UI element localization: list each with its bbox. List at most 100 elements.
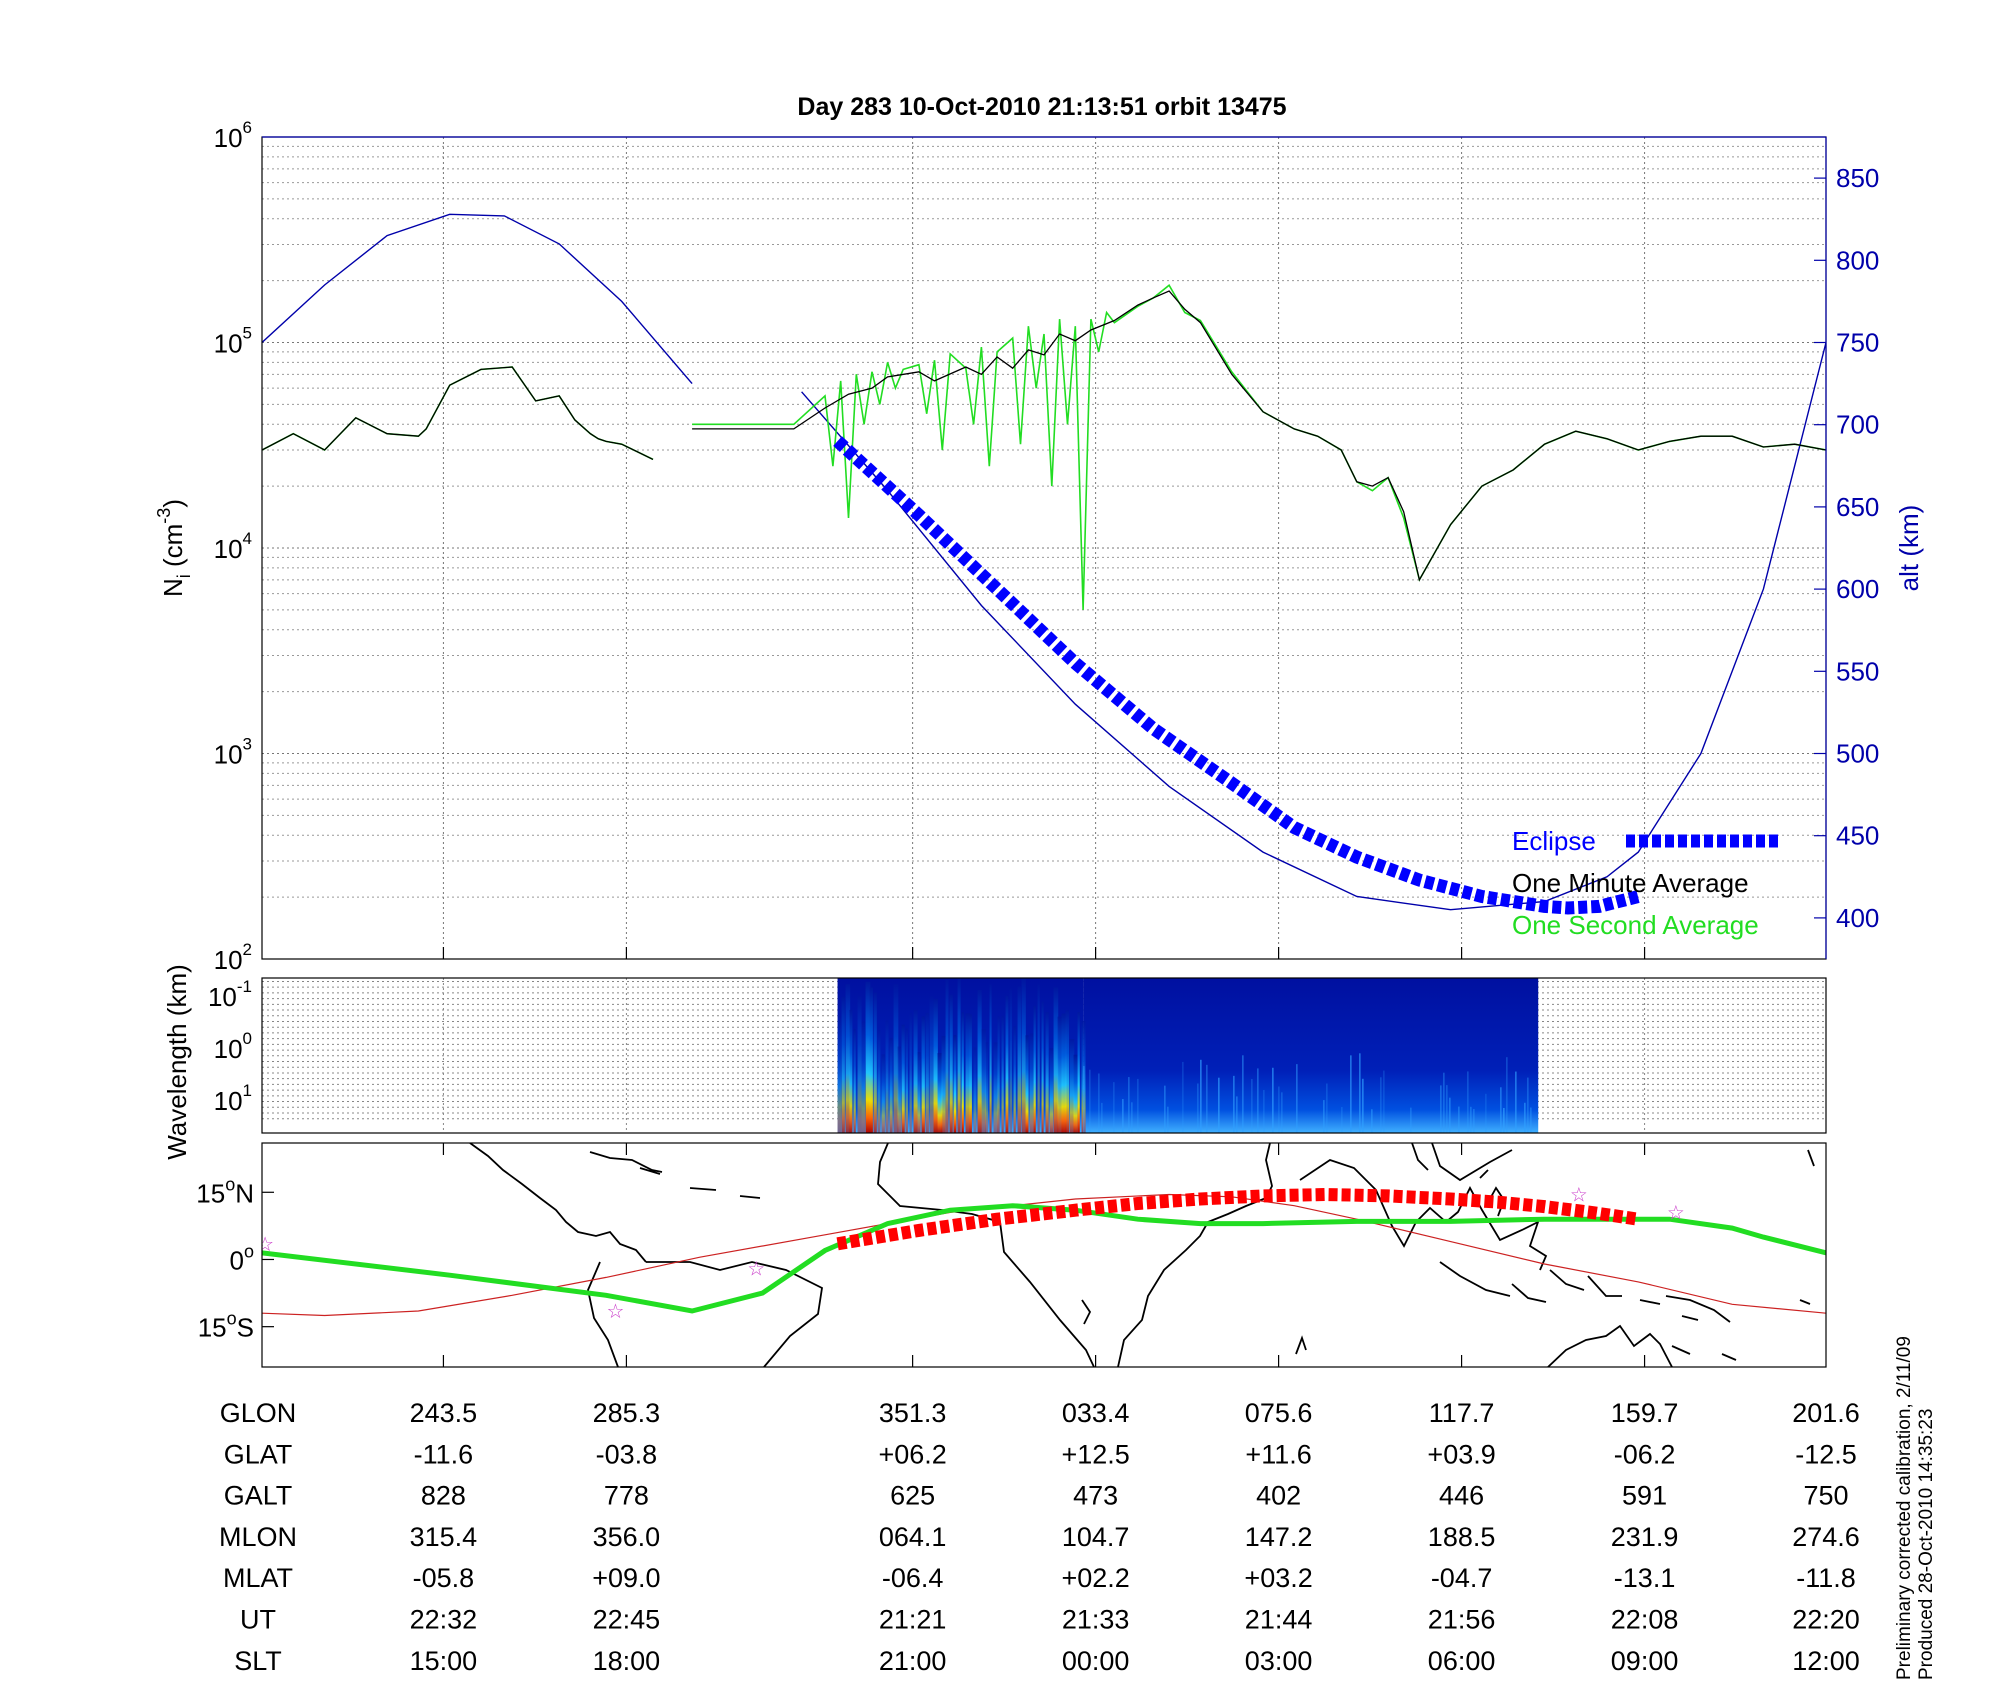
legend-one-second-label: One Second Average bbox=[1512, 910, 1759, 940]
table-cell: 285.3 bbox=[593, 1398, 661, 1428]
spectrogram-streak bbox=[881, 1054, 885, 1133]
table-cell: 402 bbox=[1256, 1481, 1301, 1511]
degree-sign: o bbox=[227, 1309, 237, 1329]
table-cell: +11.6 bbox=[1245, 1439, 1311, 1469]
table-cell: 12:00 bbox=[1792, 1646, 1860, 1676]
spectrogram-streak bbox=[1057, 1016, 1063, 1133]
table-cell: 159.7 bbox=[1611, 1398, 1679, 1428]
eclipse-line bbox=[833, 436, 1640, 915]
spectrogram-streak bbox=[1049, 1048, 1054, 1133]
spectrogram-quiet-streak bbox=[1446, 1085, 1448, 1133]
tick-exponent: 0 bbox=[243, 1029, 252, 1048]
spectrogram-streak bbox=[977, 989, 982, 1133]
table-cell: 356.0 bbox=[593, 1522, 661, 1552]
table-cell: 473 bbox=[1073, 1481, 1118, 1511]
spectrogram-quiet-streak bbox=[1449, 1097, 1451, 1133]
spectrogram-quiet-streak bbox=[1383, 1070, 1385, 1133]
density-ylabel-close: ) bbox=[158, 499, 188, 508]
spectrogram-quiet-streak bbox=[1131, 1102, 1133, 1133]
spectrogram-quiet-streak bbox=[1218, 1077, 1220, 1133]
altitude-line bbox=[262, 213, 1826, 911]
spectrogram-streak bbox=[1001, 1015, 1004, 1133]
table-cell: 351.3 bbox=[879, 1398, 947, 1428]
table-row-label: MLON bbox=[219, 1522, 297, 1552]
tick-exponent: 2 bbox=[243, 940, 252, 959]
spectrogram-streak bbox=[1029, 1033, 1034, 1133]
spectrogram-y-tick-label: 10-1 bbox=[208, 977, 252, 1012]
table-cell: 00:00 bbox=[1062, 1646, 1130, 1676]
spectrogram-quiet-streak bbox=[1380, 1077, 1382, 1133]
tick-base: 10 bbox=[208, 982, 237, 1012]
spectrogram-quiet-streak bbox=[1350, 1055, 1352, 1133]
table-cell: 104.7 bbox=[1062, 1522, 1130, 1552]
spectrogram-streak bbox=[897, 1046, 901, 1133]
spectrogram-quiet-streak bbox=[1296, 1064, 1298, 1133]
table-cell: 243.5 bbox=[410, 1398, 478, 1428]
spectrogram-streak bbox=[1005, 995, 1009, 1133]
spectrogram-streak bbox=[961, 1012, 964, 1133]
spectrogram-streak bbox=[1013, 1026, 1016, 1133]
density-y-tick-label: 105 bbox=[214, 324, 252, 359]
table-cell: +09.0 bbox=[592, 1563, 660, 1593]
table-cell: 778 bbox=[604, 1481, 649, 1511]
spectrogram-streak bbox=[985, 1042, 989, 1133]
map-frame bbox=[261, 1142, 1827, 1368]
tick-exponent: 5 bbox=[243, 324, 252, 343]
tick-base: 10 bbox=[214, 1086, 243, 1116]
spectrogram-streak bbox=[877, 1030, 881, 1133]
altitude-tick-label: 800 bbox=[1836, 245, 1879, 275]
table-cell: 274.6 bbox=[1792, 1522, 1860, 1552]
spectrogram-quiet-streak bbox=[1458, 1106, 1460, 1133]
spectrogram-quiet-streak bbox=[1167, 1106, 1169, 1133]
spectrogram-frame bbox=[261, 977, 1827, 1134]
altitude-tick-label: 550 bbox=[1836, 656, 1879, 686]
spectrogram-quiet-streak bbox=[1263, 1089, 1265, 1133]
table-cell: 09:00 bbox=[1611, 1646, 1679, 1676]
spectrogram-quiet-streak bbox=[1236, 1096, 1238, 1133]
table-cell: 446 bbox=[1439, 1481, 1484, 1511]
spectrogram-streak bbox=[873, 992, 877, 1133]
spectrogram-quiet-streak bbox=[1506, 1057, 1508, 1133]
spectrogram-quiet-streak bbox=[1137, 1078, 1139, 1133]
map-tracks: ☆ ☆ ☆ ☆ ☆ bbox=[262, 1183, 1826, 1323]
hemisphere: N bbox=[235, 1178, 254, 1208]
spectrogram-quiet-streak bbox=[1467, 1071, 1469, 1133]
coastline-new-guinea bbox=[1665, 1295, 1731, 1323]
spectrogram-quiet-streak bbox=[1500, 1087, 1502, 1133]
spectrogram-quiet-streak bbox=[1098, 1073, 1100, 1133]
spectrogram-quiet-streak bbox=[1362, 1078, 1364, 1133]
spectrogram-streak bbox=[1041, 1001, 1044, 1133]
spectrogram-quiet-streak bbox=[1485, 1093, 1487, 1133]
spectrogram-streak bbox=[1077, 1012, 1080, 1133]
spectrogram-y-tick-label: 101 bbox=[214, 1081, 252, 1116]
spectrogram-streak bbox=[1017, 986, 1021, 1133]
spectrogram-quiet-streak bbox=[1182, 1061, 1184, 1133]
table-row-label: GLAT bbox=[224, 1439, 293, 1469]
map-y-tick-label: 0o bbox=[230, 1241, 254, 1275]
table-row-label: GLON bbox=[220, 1398, 297, 1428]
spectrogram-streak bbox=[929, 996, 934, 1133]
footer-produced: Produced 28-Oct-2010 14:35:23 bbox=[1916, 1409, 1937, 1680]
spectrogram-quiet-streak bbox=[1206, 1064, 1208, 1133]
table-row-label: MLAT bbox=[223, 1563, 293, 1593]
tick-base: 10 bbox=[214, 123, 243, 153]
spectrogram-quiet-streak bbox=[1164, 1085, 1166, 1133]
table-cell: 201.6 bbox=[1792, 1398, 1860, 1428]
altitude-tick-label: 500 bbox=[1836, 739, 1879, 769]
coastline-asia bbox=[1299, 1143, 1548, 1271]
table-cell: 117.7 bbox=[1429, 1398, 1495, 1428]
coastline-madagascar bbox=[1295, 1335, 1307, 1355]
table-cell: 591 bbox=[1622, 1481, 1667, 1511]
spectrogram-quiet-streak bbox=[1515, 1071, 1517, 1133]
spectrogram-quiet-streak bbox=[1197, 1083, 1199, 1133]
density-ylabel-sub: i bbox=[174, 574, 194, 578]
legend-eclipse-label: Eclipse bbox=[1512, 826, 1596, 856]
spectrogram-streak bbox=[921, 1016, 925, 1133]
spectrogram-streak bbox=[889, 1037, 893, 1133]
map-y-tick-label: 15oN bbox=[196, 1174, 254, 1208]
spectrogram-streak bbox=[905, 1028, 908, 1133]
spectrogram-quiet-streak bbox=[1440, 1085, 1442, 1133]
